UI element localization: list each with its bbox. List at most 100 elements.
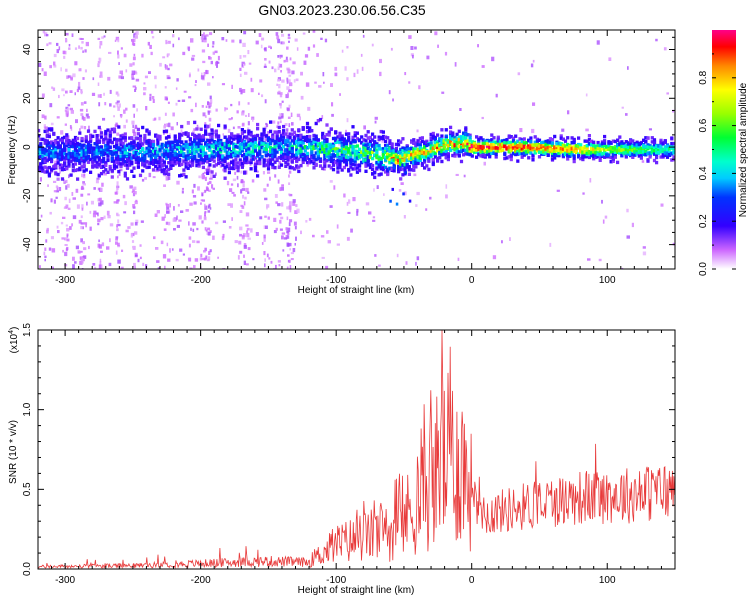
heatmap-cell <box>518 151 522 155</box>
heatmap-cell <box>41 137 45 142</box>
heatmap-cell <box>490 148 494 152</box>
heatmap-noise-cell <box>82 183 86 186</box>
heatmap-noise-cell <box>239 55 242 59</box>
heatmap-cell <box>529 140 533 144</box>
heatmap-cell <box>407 154 411 158</box>
heatmap-cell <box>117 157 121 161</box>
heatmap-noise-cell <box>80 102 84 106</box>
heatmap-cell <box>329 153 333 157</box>
heatmap-cell <box>386 147 390 151</box>
heatmap-cell <box>440 140 444 145</box>
heatmap-cell <box>468 152 472 156</box>
heatmap-noise-cell <box>203 250 206 253</box>
heatmap-noise-cell <box>83 173 86 177</box>
heatmap-noise-cell <box>84 49 87 53</box>
heatmap-noise-cell <box>517 72 521 76</box>
heatmap-cell <box>89 136 93 141</box>
heatmap-cell <box>646 145 650 149</box>
heatmap-noise-cell <box>115 250 118 255</box>
heatmap-noise-cell <box>666 92 669 95</box>
heatmap-cell <box>136 157 140 161</box>
heatmap-cell <box>71 168 75 173</box>
heatmap-noise-cell <box>118 75 122 79</box>
heatmap-cell <box>158 145 162 149</box>
heatmap-cell <box>553 153 557 157</box>
heatmap-cell <box>336 147 340 151</box>
heatmap-cell <box>377 157 381 161</box>
heatmap-cell <box>273 142 277 146</box>
heatmap-noise-cell <box>281 41 285 45</box>
heatmap-noise-cell <box>74 261 77 264</box>
heatmap-noise-cell <box>321 256 325 259</box>
heatmap-cell <box>646 136 650 140</box>
heatmap-cell <box>279 154 284 158</box>
heatmap-noise-cell <box>233 194 236 197</box>
heatmap-cell <box>119 157 123 162</box>
heatmap-cell <box>210 144 214 148</box>
heatmap-cell <box>56 136 60 140</box>
heatmap-noise-cell <box>275 264 277 269</box>
heatmap-noise-cell <box>263 188 267 192</box>
heatmap-cell <box>308 138 312 142</box>
heatmap-cell <box>271 163 275 167</box>
heatmap-cell <box>275 137 279 142</box>
heatmap-cell <box>323 154 327 158</box>
heatmap-cell <box>316 148 320 152</box>
heatmap-cell <box>95 136 99 140</box>
heatmap-cell <box>84 139 88 143</box>
heatmap-cell <box>466 139 470 143</box>
heatmap-cell <box>598 152 602 157</box>
heatmap-cell <box>219 150 223 154</box>
heatmap-cell <box>334 136 338 141</box>
heatmap-noise-cell <box>356 69 359 74</box>
heatmap-noise-cell <box>147 41 150 46</box>
heatmap-cell <box>592 157 596 161</box>
heatmap-cell <box>245 152 249 156</box>
heatmap-noise-cell <box>286 46 289 50</box>
heatmap-cell <box>99 171 104 176</box>
heatmap-cell <box>219 138 223 143</box>
heatmap-cell <box>642 150 646 154</box>
heatmap-cell <box>598 149 602 154</box>
heatmap-noise-cell <box>104 102 107 106</box>
heatmap-noise-cell <box>82 257 85 261</box>
heatmap-cell <box>431 152 435 156</box>
heatmap-noise-cell <box>247 50 250 55</box>
heatmap-noise-cell <box>133 210 136 215</box>
heatmap-cell <box>115 142 119 146</box>
heatmap-cell <box>145 165 149 170</box>
heatmap-cell <box>60 138 65 143</box>
heatmap-noise-cell <box>117 38 120 43</box>
heatmap-cell <box>349 173 353 177</box>
heatmap-cell <box>212 174 216 178</box>
heatmap-cell <box>323 151 327 155</box>
heatmap-cell <box>47 127 51 131</box>
heatmap-cell <box>607 147 611 152</box>
heatmap-cell <box>297 165 301 169</box>
heatmap-cell <box>655 160 659 165</box>
heatmap-cell <box>175 146 179 151</box>
heatmap-cell <box>95 140 99 144</box>
heatmap-noise-cell <box>266 133 270 138</box>
heatmap-cell <box>240 128 244 132</box>
heatmap-cell <box>620 144 624 149</box>
heatmap-noise-cell <box>221 37 225 41</box>
heatmap-cell <box>472 148 477 152</box>
heatmap-cell <box>485 147 490 152</box>
heatmap-cell <box>642 147 646 151</box>
heatmap-cell <box>158 167 162 172</box>
heatmap-cell <box>629 141 633 145</box>
heatmap-cell <box>234 134 238 138</box>
heatmap-noise-cell <box>66 246 69 251</box>
heatmap-noise-cell <box>567 110 570 115</box>
heatmap-cell <box>657 144 661 148</box>
heatmap-cell <box>405 150 409 154</box>
heatmap-cell <box>423 146 427 150</box>
heatmap-cell <box>336 135 340 139</box>
heatmap-noise-cell <box>145 106 148 111</box>
heatmap-noise-cell <box>288 74 292 77</box>
heatmap-cell <box>492 151 496 155</box>
heatmap-noise-cell <box>293 79 296 83</box>
heatmap-noise-cell <box>241 123 245 127</box>
heatmap-cell <box>375 150 379 155</box>
